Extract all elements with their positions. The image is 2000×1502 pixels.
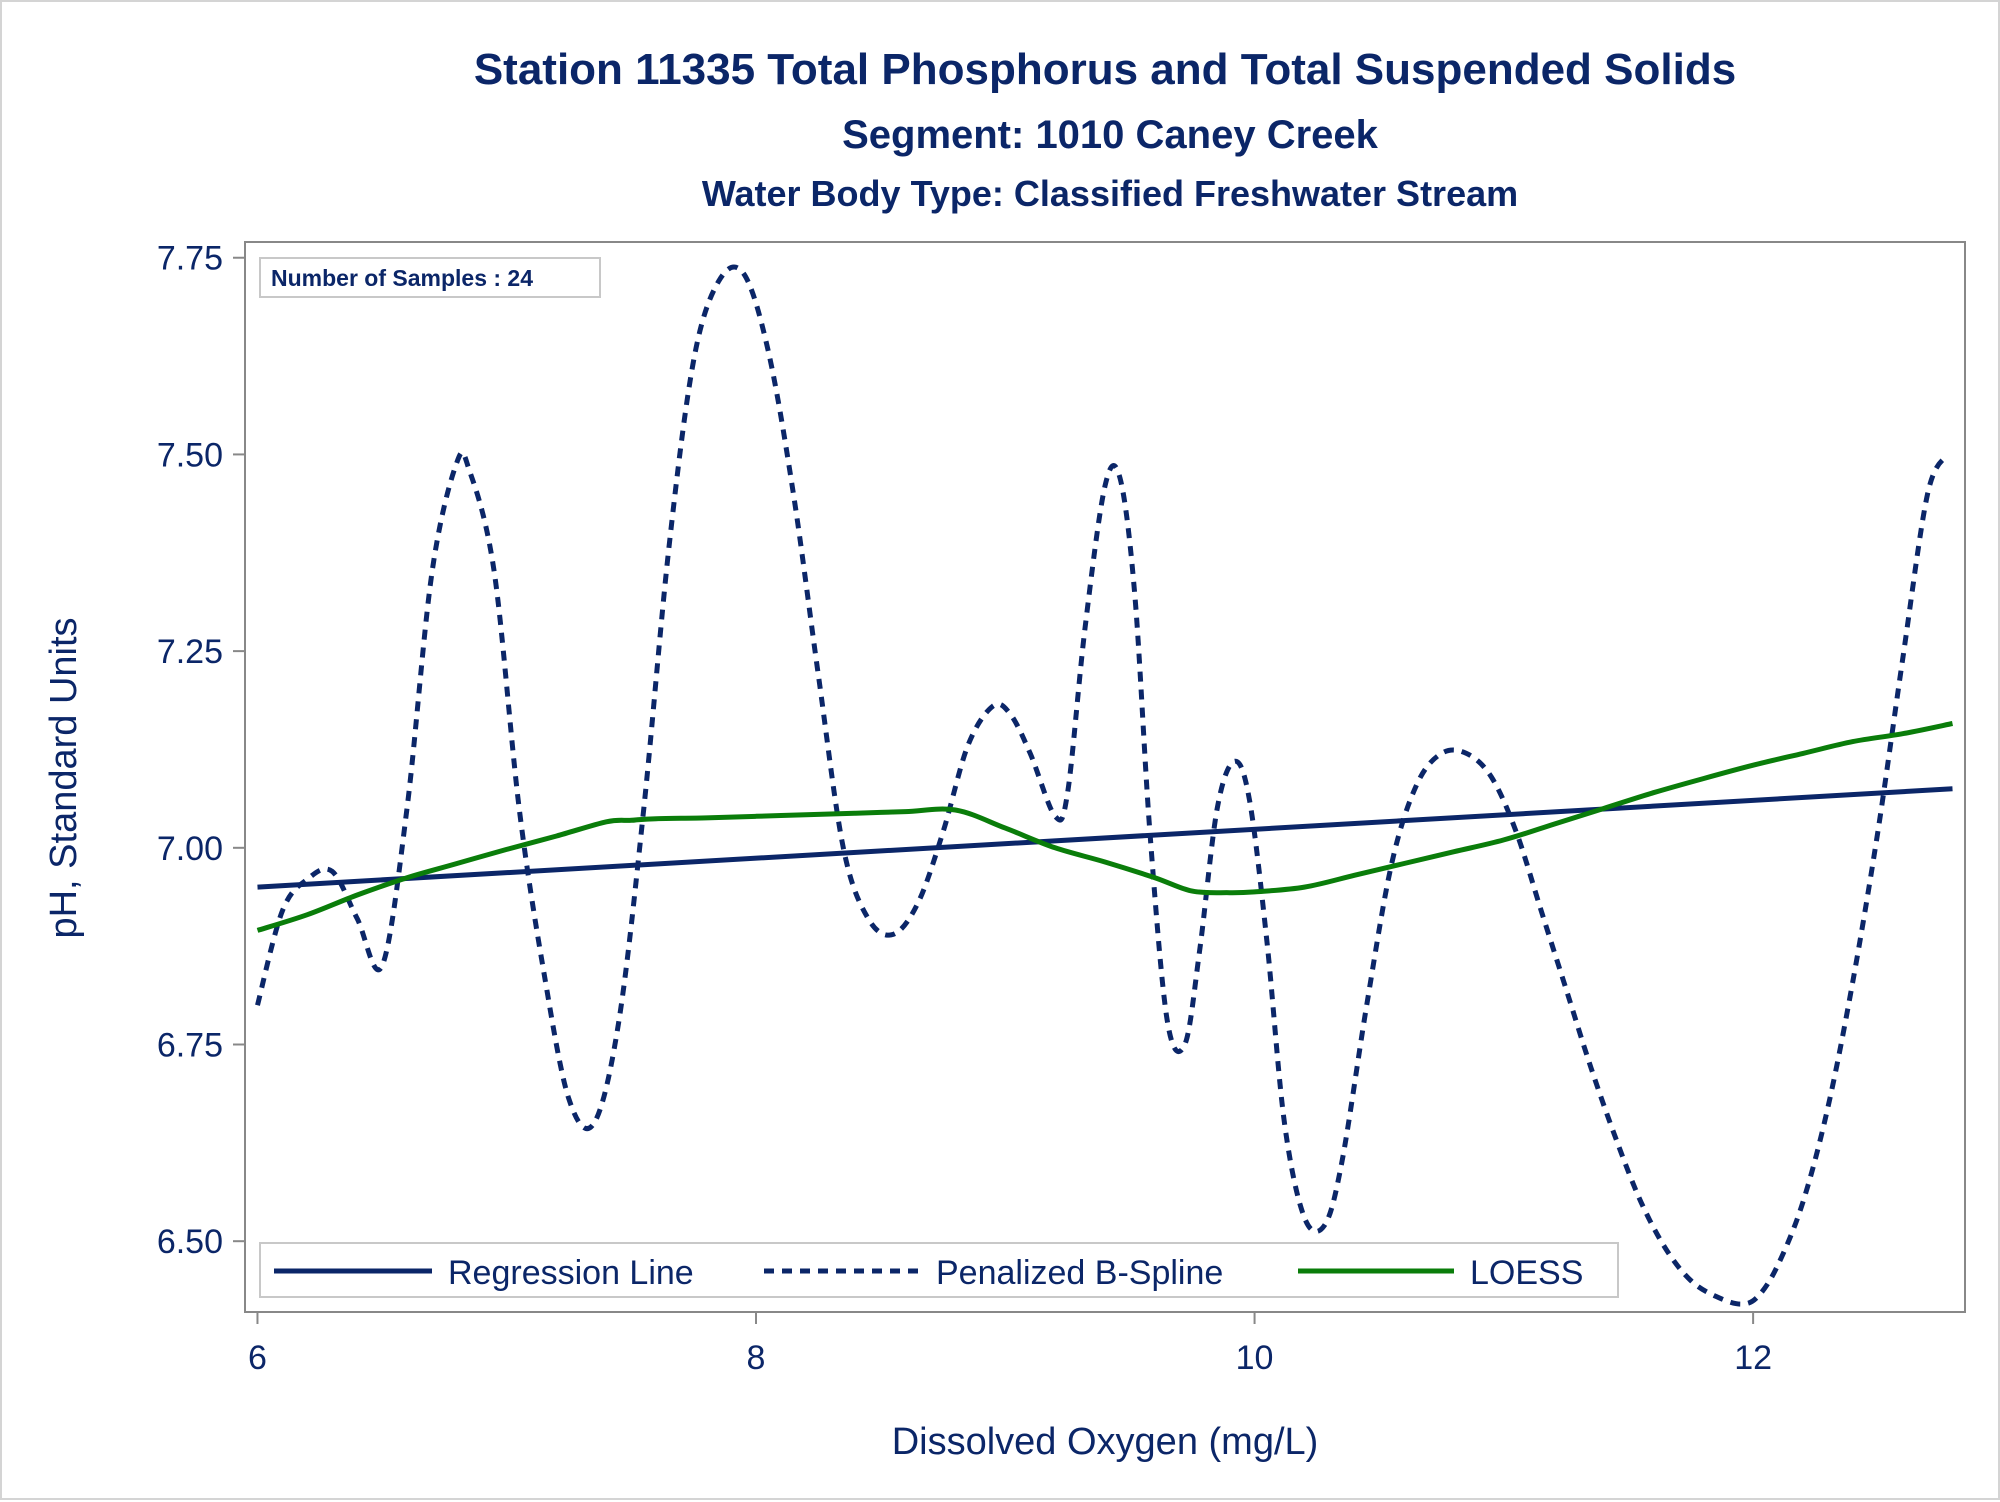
legend-label-loess: LOESS [1470,1254,1583,1292]
plot-area [244,241,1966,1313]
x-tick-label-12: 12 [1734,1339,1772,1377]
chart-title: Station 11335 Total Phosphorus and Total… [474,45,1736,94]
series-penalized-b-spline [255,264,1950,1307]
series-layer [255,264,1954,1307]
series-regression-line [257,786,1953,890]
sample-count-box: Number of Samples : 24 [259,257,601,298]
x-axis: 6 8 10 12 [248,1312,1772,1377]
y-tick-label-6.75: 6.75 [157,1027,223,1065]
y-tick-label-6.50: 6.50 [157,1223,223,1261]
sample-count-text: Number of Samples : 24 [271,265,533,291]
legend-label-spline: Penalized B-Spline [936,1254,1223,1292]
x-axis-label: Dissolved Oxygen (mg/L) [892,1421,1319,1463]
legend: Regression Line Penalized B-Spline LOESS [259,1242,1619,1298]
x-tick-label-6: 6 [248,1339,267,1377]
legend-label-regression: Regression Line [448,1254,694,1292]
series-loess [256,721,1954,933]
y-tick-label-7.00: 7.00 [157,830,223,868]
y-tick-label-7.50: 7.50 [157,436,223,474]
x-tick-label-8: 8 [747,1339,766,1377]
sample-count-frame [259,257,601,298]
x-tick-label-10: 10 [1236,1339,1274,1377]
chart-subtitle: Segment: 1010 Caney Creek [842,113,1379,157]
y-tick-label-7.75: 7.75 [157,240,223,278]
y-axis-label: pH, Standard Units [43,617,85,938]
y-axis: 6.50 6.75 7.00 7.25 7.50 7.75 [157,240,245,1261]
y-tick-label-7.25: 7.25 [157,633,223,671]
chart-subtitle-2: Water Body Type: Classified Freshwater S… [702,173,1518,214]
